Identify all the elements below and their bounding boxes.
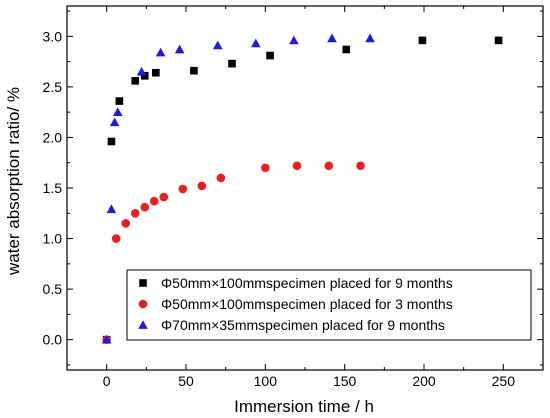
legend: Φ50mm×100mmspecimen placed for 9 months Φ…: [126, 269, 532, 341]
y-axis-title: water absorption ratio/ %: [4, 87, 23, 276]
circle-data-point: [178, 184, 188, 194]
square-data-point: [190, 66, 198, 75]
legend-box: [126, 269, 532, 341]
square-data-point: [494, 36, 503, 45]
x-tick-label: 100: [254, 373, 278, 389]
series-triangle: [101, 33, 375, 344]
y-tick-label: 2.5: [43, 79, 63, 95]
circle-data-point: [130, 208, 140, 218]
triangle-data-point: [136, 66, 147, 76]
triangle-data-point: [106, 204, 117, 214]
triangle-data-point: [251, 38, 261, 48]
triangle-data-point: [155, 47, 166, 57]
triangle-data-point: [289, 35, 299, 45]
circle-data-point: [324, 161, 334, 171]
square-data-point: [131, 77, 140, 85]
y-tick-label: 1.5: [43, 180, 63, 196]
y-tick-label: 1.0: [43, 231, 63, 247]
x-tick-label: 0: [103, 373, 111, 389]
triangle-data-point: [212, 40, 223, 50]
x-tick-label: 250: [492, 373, 516, 389]
x-tick-label: 200: [412, 373, 436, 389]
y-tick-label: 0.5: [43, 281, 63, 297]
circle-data-point: [292, 161, 302, 171]
legend-marker: [139, 279, 147, 287]
circle-data-point: [111, 234, 121, 243]
square-data-point: [228, 59, 236, 68]
circle-data-point: [356, 161, 365, 171]
data-points: [101, 33, 503, 344]
circle-data-point: [197, 181, 207, 191]
triangle-data-point: [109, 117, 120, 127]
square-data-point: [342, 45, 351, 54]
y-tick-label: 0.0: [43, 332, 63, 348]
triangle-data-point: [365, 33, 375, 43]
y-tick-label: 2.0: [43, 129, 63, 145]
triangle-data-point: [174, 44, 185, 54]
x-tick-label: 50: [178, 373, 194, 389]
axis-ticks: [66, 6, 544, 370]
square-data-point: [418, 36, 427, 45]
square-data-point: [115, 97, 124, 105]
square-data-point: [152, 68, 160, 77]
circle-data-point: [149, 196, 159, 206]
axis-tick-labels: 0 50 100 150 200 250 0.0 0.5 1.0 1.5 2.0 2.5 3.0: [43, 28, 516, 389]
triangle-data-point: [327, 33, 337, 43]
triangle-data-point: [101, 334, 112, 344]
triangle-data-point: [112, 107, 123, 117]
legend-marker: [138, 299, 148, 309]
circle-data-point: [159, 192, 169, 202]
legend-entry-label: Φ70mm×35mmspecimen placed for 9 months: [161, 317, 445, 333]
x-tick-label: 150: [333, 373, 357, 389]
square-data-point: [266, 51, 274, 60]
square-data-point: [140, 71, 149, 80]
circle-data-point: [140, 202, 150, 212]
x-axis-title: Immersion time / h: [234, 397, 374, 416]
series-circle: [102, 161, 365, 344]
y-tick-label: 3.0: [43, 28, 63, 44]
circle-data-point: [216, 173, 226, 183]
legend-entry-label: Φ50mm×100mmspecimen placed for 3 months: [161, 296, 453, 312]
circle-data-point: [261, 163, 270, 173]
legend-entry-label: Φ50mm×100mmspecimen placed for 9 months: [161, 275, 453, 291]
circle-data-point: [121, 219, 131, 228]
legend-marker: [138, 320, 148, 329]
square-data-point: [107, 137, 116, 146]
